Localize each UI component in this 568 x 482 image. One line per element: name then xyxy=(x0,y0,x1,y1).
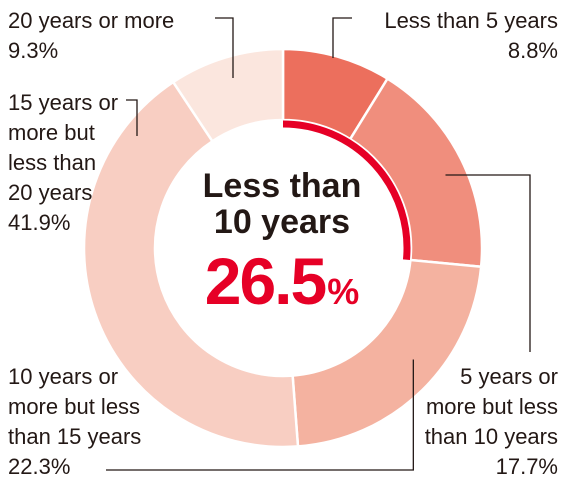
leader-line-20-years-or-more xyxy=(215,17,234,78)
label-text-line: than 10 years xyxy=(424,424,558,449)
center-value-unit: % xyxy=(327,271,360,312)
label-value: 41.9% xyxy=(8,210,71,235)
label-15-to-20-years: 15 years or more but less than 20 years … xyxy=(8,88,118,238)
label-text-line: more but less xyxy=(8,394,141,419)
slice-20-years-or-more xyxy=(171,47,285,143)
center-value-number: 26.5 xyxy=(204,244,327,318)
label-text-line: Less than 5 years xyxy=(384,8,558,33)
label-text-line: 20 years xyxy=(8,180,93,205)
label-text-line: more but less xyxy=(425,394,558,419)
label-value: 9.3% xyxy=(8,38,59,63)
leader-lines xyxy=(106,17,531,471)
leader-line-15-years-or-more-but-less-than-20-years xyxy=(126,99,138,136)
label-20-years-or-more: 20 years or more 9.3% xyxy=(8,6,174,66)
leader-line-5-years-or-more-but-less-than-10-years xyxy=(445,174,531,352)
label-5-to-10-years: 5 years or more but less than 10 years 1… xyxy=(425,362,558,482)
donut-slices xyxy=(82,47,484,449)
center-title-line: Less than xyxy=(202,167,362,205)
label-text-line: less than xyxy=(8,150,97,175)
label-value: 8.8% xyxy=(507,38,558,63)
slice-15-years-or-more-but-less-than-20-years xyxy=(82,80,300,449)
label-value: 17.7% xyxy=(495,454,558,479)
label-10-to-15-years: 10 years or more but less than 15 years … xyxy=(8,362,141,482)
label-value: 22.3% xyxy=(8,454,71,479)
center-summary: Less than 10 years 26.5% xyxy=(182,168,382,316)
label-text-line: 20 years or more xyxy=(8,8,175,33)
center-title-line: 10 years xyxy=(213,203,351,241)
center-value: 26.5% xyxy=(182,246,382,316)
center-title: Less than 10 years xyxy=(182,168,382,240)
label-text-line: 15 years or xyxy=(8,90,119,115)
leader-line-less-than-5-years xyxy=(332,17,352,58)
leader-line-10-years-or-more-but-less-than-15-years xyxy=(106,359,414,471)
label-text-line: 10 years or xyxy=(8,364,119,389)
label-text-line: more but xyxy=(8,120,95,145)
highlight-arc xyxy=(282,120,411,260)
label-text-line: 5 years or xyxy=(460,364,558,389)
label-less-than-5-years: Less than 5 years 8.8% xyxy=(384,6,558,66)
highlight-arc-group xyxy=(282,120,411,260)
label-text-line: than 15 years xyxy=(8,424,142,449)
